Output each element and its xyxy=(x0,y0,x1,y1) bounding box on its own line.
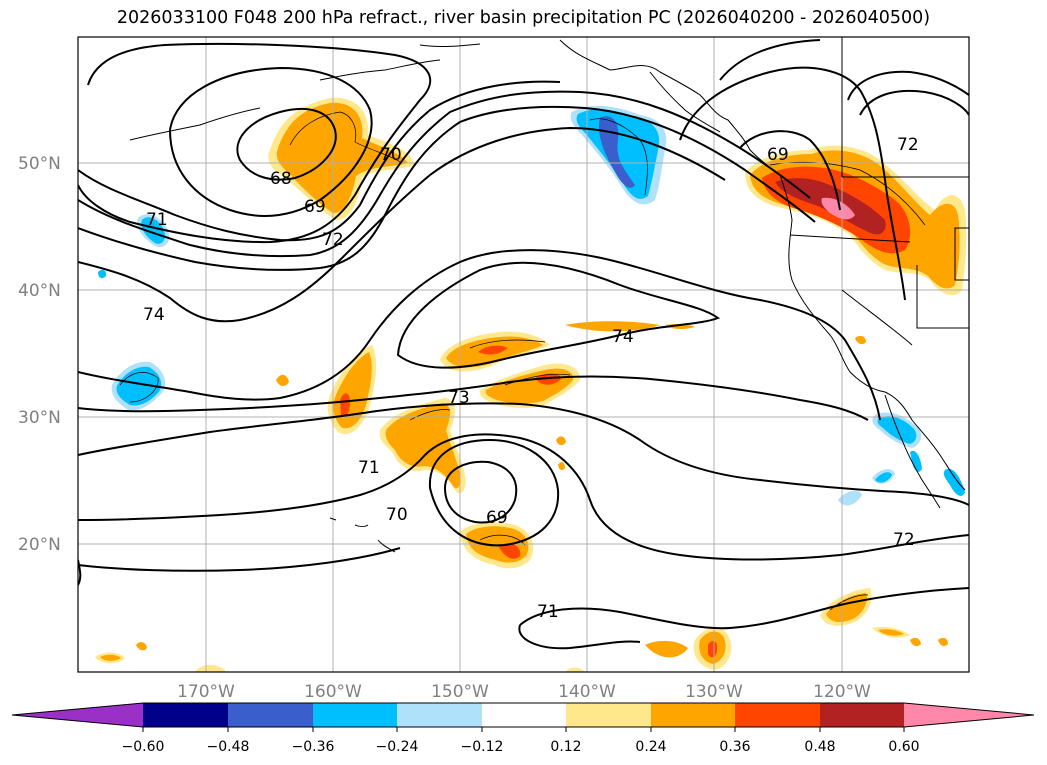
lon-label-130w: 130°W xyxy=(685,682,743,702)
colorbar-tick-label: 0.36 xyxy=(719,739,750,755)
contour-label-72-east: 72 xyxy=(893,530,915,550)
contour-labels: 68 69 70 71 72 74 73 71 70 69 72 71 69 7… xyxy=(143,135,919,622)
colorbar: −0.60 −0.48 −0.36 −0.24 −0.12 0.12 0.24 … xyxy=(11,702,1035,755)
map-frame xyxy=(77,36,970,673)
colorbar-tick-label: 0.24 xyxy=(635,739,666,755)
lon-label-150w: 150°W xyxy=(431,682,489,702)
colorbar-extend-high xyxy=(904,703,1034,727)
contour-label-71-south: 71 xyxy=(537,602,559,622)
anomaly-outlines xyxy=(119,111,926,611)
coastlines xyxy=(129,37,969,553)
colorbar-swatch-6 xyxy=(566,703,651,727)
colorbar-tick-label: 0.60 xyxy=(888,739,919,755)
contour-label-69: 69 xyxy=(304,197,326,217)
contour-label-72-northeast: 72 xyxy=(897,135,919,155)
lon-label-140w: 140°W xyxy=(558,682,616,702)
contour-label-71: 71 xyxy=(146,210,168,230)
map-plot-area: 68 69 70 71 72 74 73 71 70 69 72 71 69 7… xyxy=(78,37,969,672)
contour-label-68: 68 xyxy=(270,169,292,189)
refractivity-contours xyxy=(78,39,969,650)
negative-anomaly-shading xyxy=(98,105,965,506)
latitude-labels: 50°N 40°N 30°N 20°N xyxy=(18,154,61,555)
colorbar-swatch-3 xyxy=(313,703,397,727)
lon-label-170w: 170°W xyxy=(177,682,235,702)
lat-label-40n: 40°N xyxy=(18,281,61,301)
contour-label-70-south: 70 xyxy=(386,505,408,525)
colorbar-tick-label: −0.24 xyxy=(376,739,419,755)
colorbar-tick-label: −0.12 xyxy=(461,739,504,755)
colorbar-swatch-1 xyxy=(143,703,228,727)
contour-label-69-east: 69 xyxy=(767,145,789,165)
contour-label-74-center: 74 xyxy=(612,327,634,347)
colorbar-swatch-9 xyxy=(820,703,904,727)
colorbar-swatch-4 xyxy=(397,703,482,727)
colorbar-swatch-8 xyxy=(735,703,820,727)
contour-label-74: 74 xyxy=(143,305,165,325)
map-title: 2026033100 F048 200 hPa refract., river … xyxy=(116,8,931,28)
lat-label-30n: 30°N xyxy=(18,408,61,428)
colorbar-extend-low xyxy=(12,703,143,727)
colorbar-swatch-7 xyxy=(651,703,735,727)
colorbar-tick-label: 0.48 xyxy=(804,739,835,755)
contour-label-70: 70 xyxy=(380,145,402,165)
colorbar-tick-label: −0.36 xyxy=(292,739,335,755)
contour-label-71-mid: 71 xyxy=(358,458,380,478)
lat-label-20n: 20°N xyxy=(18,535,61,555)
colorbar-swatch-2 xyxy=(228,703,313,727)
colorbar-swatch-5 xyxy=(482,703,566,727)
positive-anomaly-shading xyxy=(95,97,967,672)
lon-label-160w: 160°W xyxy=(304,682,362,702)
contour-label-69-south: 69 xyxy=(486,508,508,528)
contour-label-73: 73 xyxy=(448,388,470,408)
graticule xyxy=(78,37,969,672)
colorbar-tick-label: 0.12 xyxy=(550,739,581,755)
colorbar-tick-label: −0.60 xyxy=(122,739,165,755)
lon-label-120w: 120°W xyxy=(813,682,871,702)
lat-label-50n: 50°N xyxy=(18,154,61,174)
colorbar-tick-label: −0.48 xyxy=(207,739,250,755)
contour-label-72: 72 xyxy=(322,230,344,250)
longitude-labels: 170°W 160°W 150°W 140°W 130°W 120°W xyxy=(177,682,871,702)
